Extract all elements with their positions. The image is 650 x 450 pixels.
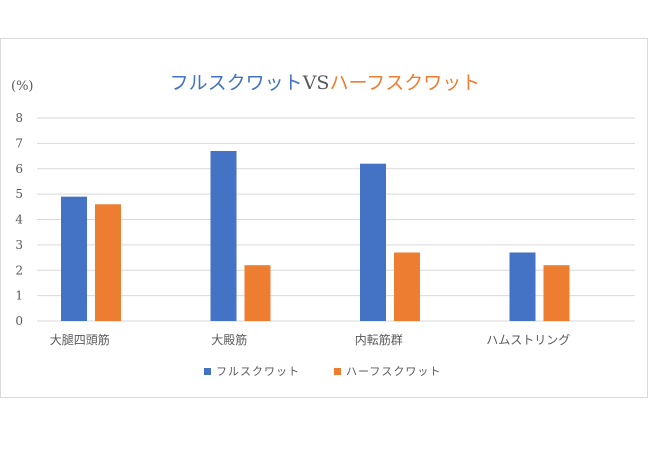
bar-full-3 (509, 252, 536, 321)
y-tick-label: 7 (15, 136, 23, 150)
y-tick-label: 2 (15, 263, 23, 277)
y-tick-label: 0 (15, 314, 23, 328)
chart-title-part: ハーフスクワット (329, 72, 480, 94)
x-axis-categories: 大腿四頭筋 大殿筋 内転筋群 ハムストリング (50, 332, 571, 347)
gridlines (37, 117, 635, 322)
chart-title: フルスクワットVSハーフスクワット (170, 72, 481, 94)
bar-full-0 (61, 196, 87, 321)
legend-swatch (334, 368, 341, 375)
legend: フルスクワット ハーフスクワット (204, 365, 441, 378)
y-tick-label: 8 (15, 111, 23, 125)
x-category-label: 大殿筋 (211, 332, 247, 347)
x-category-label: 内転筋群 (355, 332, 403, 347)
legend-label: フルスクワット (216, 365, 300, 378)
bars (61, 150, 570, 321)
chart-title-part: VS (302, 72, 330, 94)
y-tick-label: 4 (15, 213, 23, 227)
legend-label: ハーフスクワット (346, 365, 441, 378)
y-tick-label: 1 (15, 289, 23, 303)
bar-half-2 (394, 252, 420, 321)
bar-full-2 (360, 163, 386, 321)
x-category-label: 大腿四頭筋 (50, 332, 110, 347)
bar-full-1 (210, 150, 237, 321)
bar-half-0 (95, 204, 121, 321)
chart-title-part: フルスクワット (170, 72, 303, 94)
bar-half-1 (244, 265, 271, 321)
bar-half-3 (543, 265, 570, 321)
legend-swatch (204, 368, 211, 375)
y-axis-ticks: 0 1 2 3 4 5 6 7 8 (15, 111, 23, 328)
y-axis-label: (%) (11, 79, 34, 94)
y-tick-label: 3 (15, 238, 23, 252)
y-tick-label: 5 (15, 187, 23, 201)
y-tick-label: 6 (15, 162, 23, 176)
x-category-label: ハムストリング (486, 333, 570, 347)
